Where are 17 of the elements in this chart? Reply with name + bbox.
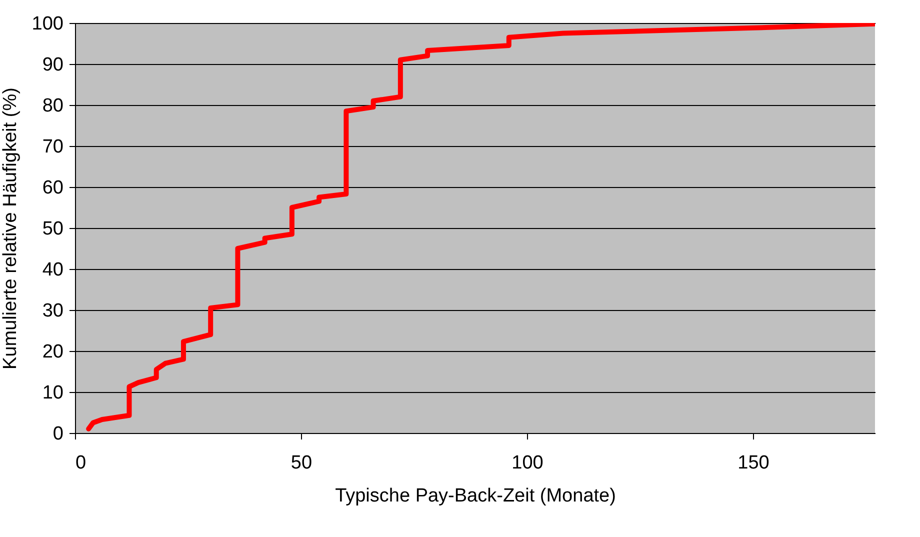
y-tick-label: 10	[42, 382, 64, 404]
y-axis-title: Kumulierte relative Häufigkeit (%)	[0, 88, 21, 370]
y-tick-label: 80	[42, 96, 64, 116]
y-tick-label: 30	[42, 300, 64, 322]
y-tick-label: 60	[42, 178, 64, 198]
x-tick-label: 50	[290, 452, 312, 474]
x-tick-label: 150	[738, 452, 770, 474]
y-tick-label: 70	[42, 136, 64, 158]
y-tick-label: 20	[42, 342, 64, 362]
x-tick-label: 100	[512, 452, 544, 474]
y-tick-label: 40	[42, 260, 64, 280]
y-tick-label: 50	[42, 218, 64, 240]
y-tick-label: 100	[32, 14, 64, 34]
y-tick-label: 90	[42, 54, 64, 76]
x-axis-title: Typische Pay-Back-Zeit (Monate)	[335, 486, 616, 506]
y-tick-label: 0	[52, 424, 64, 444]
x-tick-label: 0	[76, 452, 86, 474]
